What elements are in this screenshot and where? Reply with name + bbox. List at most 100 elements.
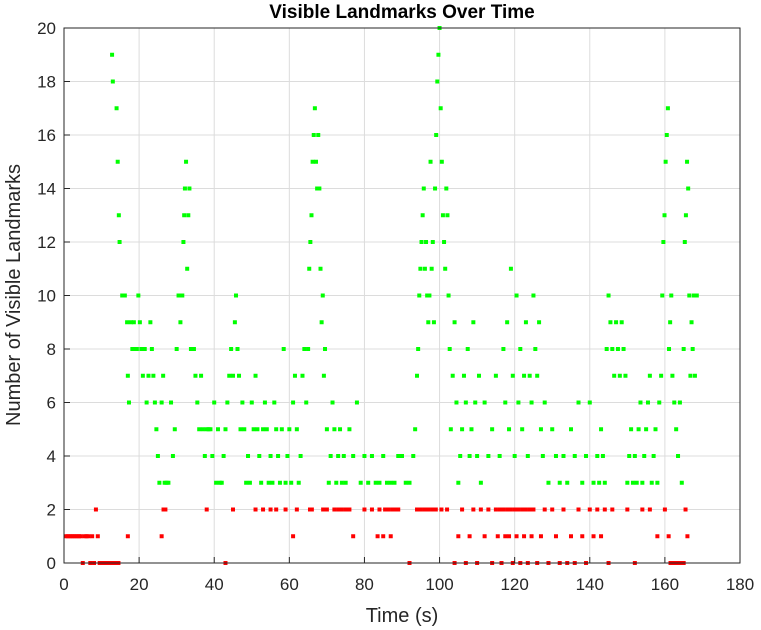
green-data-point [507, 427, 512, 432]
green-data-point [608, 320, 613, 325]
green-data-point [630, 480, 635, 485]
green-data-point [362, 454, 367, 458]
green-data-point [312, 106, 317, 111]
green-data-point [195, 400, 200, 405]
green-data-point [251, 427, 256, 432]
green-data-point [694, 293, 699, 298]
green-data-point [546, 480, 551, 485]
red-data-point [625, 507, 630, 512]
green-data-point [283, 480, 288, 485]
green-data-point [276, 454, 281, 458]
red-data-point [456, 534, 461, 539]
green-data-point [240, 400, 245, 405]
green-data-point [384, 480, 389, 485]
green-data-point [294, 427, 299, 432]
green-data-point [454, 400, 459, 405]
red-data-point [495, 534, 500, 539]
green-data-point [139, 347, 144, 351]
green-data-point [174, 347, 179, 351]
red-data-point [576, 507, 581, 512]
y-tick-label: 16 [37, 126, 56, 145]
red-data-point [486, 507, 491, 512]
red-data-point [78, 534, 83, 539]
green-data-point [420, 213, 425, 218]
green-data-point [125, 320, 130, 325]
green-data-point [692, 373, 697, 378]
green-data-point [683, 213, 688, 218]
red-data-point [569, 534, 573, 539]
green-data-point [323, 347, 328, 351]
green-data-point [687, 293, 692, 298]
green-data-point [246, 454, 251, 458]
green-data-point [287, 427, 292, 432]
red-data-point [433, 507, 438, 512]
green-data-point [131, 320, 136, 325]
green-data-point [617, 373, 622, 378]
green-data-point [377, 480, 382, 485]
red-data-point [204, 507, 209, 512]
green-data-point [115, 159, 120, 164]
red-data-point [505, 507, 510, 512]
green-data-point [225, 400, 230, 405]
green-data-point [619, 320, 624, 325]
green-data-point [336, 454, 341, 458]
red-data-point [523, 507, 528, 512]
x-axis-label: Time (s) [366, 605, 439, 627]
green-data-point [542, 400, 547, 405]
green-data-point [433, 186, 438, 191]
red-data-point [309, 507, 314, 512]
green-data-point [442, 240, 447, 244]
green-data-point [535, 373, 540, 378]
red-data-point [497, 507, 502, 512]
green-data-point [373, 480, 378, 485]
green-data-point [452, 320, 457, 325]
red-data-point [163, 507, 168, 512]
green-data-point [510, 373, 515, 378]
green-data-point [690, 347, 695, 351]
green-data-point [501, 347, 506, 351]
green-data-point [110, 52, 115, 57]
green-data-point [679, 480, 684, 485]
green-data-point [430, 240, 435, 244]
green-data-point [315, 186, 320, 191]
red-data-point [561, 507, 566, 512]
green-data-point [427, 293, 432, 298]
green-data-point [208, 427, 213, 432]
red-data-point [377, 507, 382, 512]
green-data-point [676, 454, 681, 458]
green-data-point [655, 480, 660, 485]
green-data-point [154, 427, 159, 432]
green-data-point [234, 293, 239, 298]
red-data-point [362, 507, 367, 512]
green-data-point [151, 373, 156, 378]
red-data-point [231, 507, 235, 512]
green-data-point [186, 213, 191, 218]
red-data-point [418, 507, 423, 512]
red-data-point [332, 507, 337, 512]
green-data-point [308, 240, 313, 244]
red-data-point [493, 507, 498, 512]
green-data-point [247, 480, 252, 485]
y-tick-label: 2 [47, 501, 56, 520]
red-data-point [439, 507, 444, 512]
green-data-point [110, 79, 115, 84]
green-data-point [421, 186, 426, 191]
green-data-point [580, 480, 585, 485]
green-data-point [317, 186, 322, 191]
green-data-point [197, 427, 202, 432]
red-data-point [386, 507, 391, 512]
red-data-point [662, 507, 667, 512]
green-data-point [475, 454, 480, 458]
green-data-point [223, 427, 228, 432]
green-data-point [330, 400, 335, 405]
green-data-point [159, 400, 164, 405]
green-data-point [557, 480, 562, 485]
green-data-point [434, 133, 439, 137]
green-data-point [259, 480, 264, 485]
red-data-point [685, 534, 690, 539]
red-data-point [531, 507, 536, 512]
red-data-point [396, 507, 401, 512]
green-data-point [117, 240, 122, 244]
green-data-point [584, 454, 589, 458]
red-data-point [95, 534, 100, 539]
